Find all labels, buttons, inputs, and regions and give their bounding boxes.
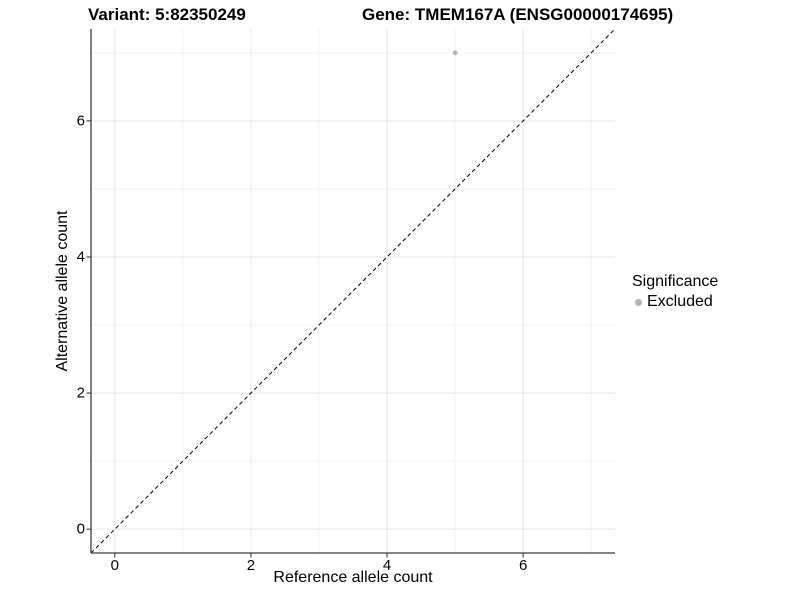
plot-title-variant: Variant: 5:82350249: [88, 5, 246, 24]
plot-title-gene: Gene: TMEM167A (ENSG00000174695): [362, 5, 674, 24]
x-tick-label: 6: [518, 557, 528, 574]
y-tick-label: 0: [76, 520, 85, 538]
data-point: [452, 50, 458, 56]
identity-dashed-line: [90, 28, 616, 554]
y-tick-label: 2: [76, 384, 85, 402]
x-tick-label: 0: [110, 557, 119, 574]
y-axis-title: Alternative allele count: [54, 210, 71, 372]
legend-point-icon: [635, 298, 642, 306]
legend-item-label: Excluded: [647, 293, 713, 310]
y-tick-label: 4: [76, 248, 85, 266]
x-axis-title: Reference allele count: [273, 569, 433, 586]
x-tick-label: 2: [246, 557, 256, 574]
legend: Significance Excluded: [632, 273, 718, 311]
legend-title: Significance: [632, 273, 719, 290]
x-tick-label: 4: [382, 557, 392, 574]
y-tick-label: 6: [76, 112, 85, 130]
legend-item-excluded: Excluded: [632, 293, 718, 311]
